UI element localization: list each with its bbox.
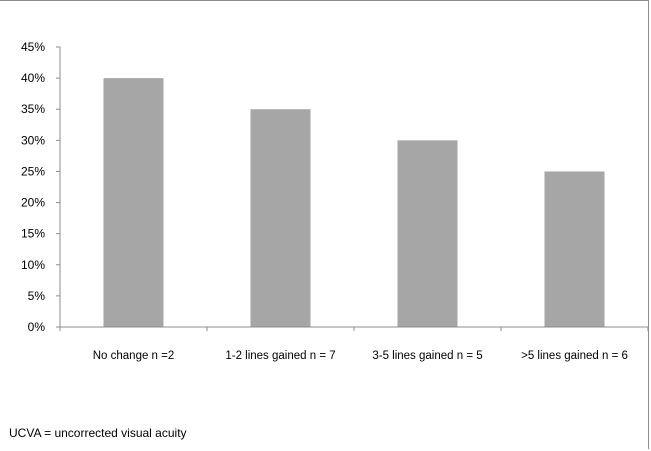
x-category-label: >5 lines gained n = 6 [521, 350, 628, 362]
y-axis: 0% 5% 10% 15% 20% 25% 30% 35% 40% 45% [21, 40, 61, 334]
bar [250, 109, 311, 327]
y-tick-label: 45% [21, 40, 45, 54]
footnote: UCVA = uncorrected visual acuity [9, 426, 187, 440]
y-tick-label: 5% [28, 289, 46, 303]
x-category-label: No change n =2 [93, 350, 175, 362]
bars [103, 78, 605, 327]
y-tick-label: 15% [21, 227, 45, 241]
bar [544, 171, 605, 327]
bar [397, 140, 458, 327]
bar [103, 78, 164, 327]
x-category-label: 3-5 lines gained n = 5 [372, 350, 482, 362]
y-tick-label: 20% [21, 196, 45, 210]
y-tick-label: 40% [21, 71, 45, 85]
x-axis: No change n =2 1-2 lines gained n = 7 3-5 … [59, 326, 649, 362]
y-tick-label: 35% [21, 102, 45, 116]
y-tick-label: 25% [21, 164, 45, 178]
y-tick-label: 0% [28, 320, 46, 334]
y-tick-label: 30% [21, 133, 45, 147]
y-tick-label: 10% [21, 258, 45, 272]
x-category-label: 1-2 lines gained n = 7 [225, 350, 335, 362]
